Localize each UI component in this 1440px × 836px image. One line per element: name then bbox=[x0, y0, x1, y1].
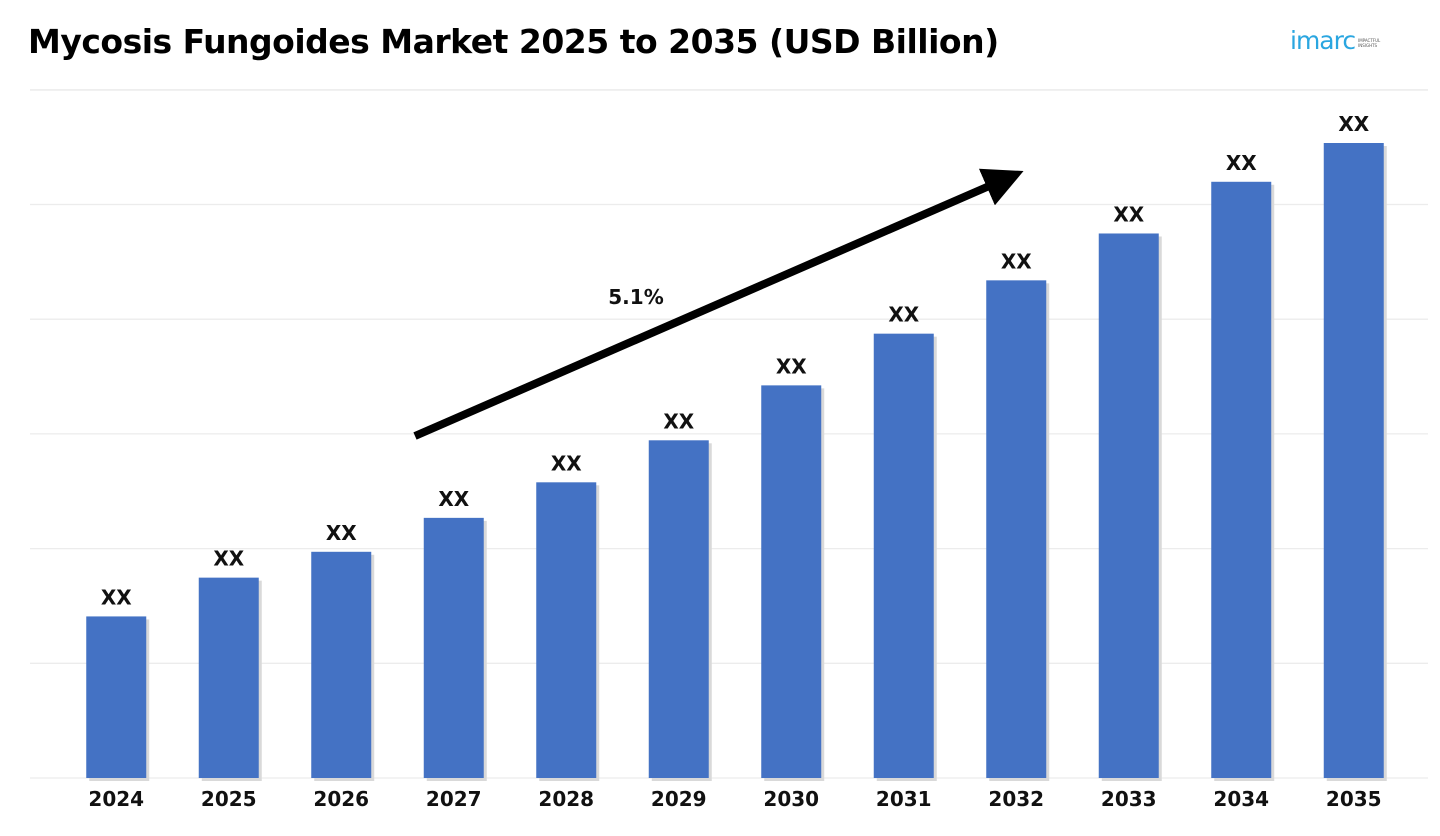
bar-2035 bbox=[1323, 143, 1384, 778]
bar-2027 bbox=[423, 517, 484, 778]
bar-2029 bbox=[648, 440, 709, 778]
value-label-2024: XX bbox=[101, 585, 132, 609]
value-labels: XX XX XX XX XX XX XX XX XX XX XX XX bbox=[101, 112, 1370, 609]
bar-2030 bbox=[761, 385, 822, 778]
value-label-2028: XX bbox=[551, 451, 582, 475]
x-tick-2025: 2025 bbox=[201, 787, 257, 811]
bar-2028 bbox=[536, 482, 597, 778]
bar-2031 bbox=[873, 333, 934, 778]
gridlines bbox=[30, 89, 1428, 779]
x-tick-2034: 2034 bbox=[1213, 787, 1269, 811]
bar-2024 bbox=[86, 616, 147, 778]
imarc-logo: imarc IMPACTFUL INSIGHTS bbox=[1290, 28, 1386, 53]
value-label-2031: XX bbox=[888, 303, 919, 327]
x-tick-2028: 2028 bbox=[538, 787, 594, 811]
value-label-2025: XX bbox=[213, 547, 244, 571]
x-tick-2027: 2027 bbox=[426, 787, 482, 811]
bar-2026 bbox=[311, 551, 372, 778]
value-label-2027: XX bbox=[438, 487, 469, 511]
x-tick-2032: 2032 bbox=[988, 787, 1044, 811]
x-tick-2030: 2030 bbox=[763, 787, 819, 811]
bar-2025 bbox=[198, 577, 259, 778]
trend-arrow bbox=[413, 168, 1024, 440]
value-label-2032: XX bbox=[1001, 249, 1032, 273]
value-label-2026: XX bbox=[326, 521, 357, 545]
x-tick-2033: 2033 bbox=[1101, 787, 1157, 811]
x-tick-2024: 2024 bbox=[88, 787, 144, 811]
logo-tagline: IMPACTFUL INSIGHTS bbox=[1358, 38, 1381, 48]
value-label-2029: XX bbox=[663, 409, 694, 433]
bars bbox=[86, 143, 1387, 781]
x-tick-labels: 2024 2025 2026 2027 2028 2029 2030 2031 2032 2033… bbox=[88, 787, 1381, 811]
value-label-2033: XX bbox=[1113, 202, 1144, 226]
value-label-2035: XX bbox=[1338, 112, 1369, 136]
x-tick-2035: 2035 bbox=[1326, 787, 1382, 811]
bar-2033 bbox=[1098, 233, 1159, 778]
value-label-2034: XX bbox=[1226, 151, 1257, 175]
bar-2034 bbox=[1211, 181, 1272, 778]
value-label-2030: XX bbox=[776, 354, 807, 378]
cagr-annotation: 5.1% bbox=[608, 285, 663, 309]
bar-2032 bbox=[986, 280, 1047, 778]
x-tick-2026: 2026 bbox=[313, 787, 369, 811]
x-tick-2029: 2029 bbox=[651, 787, 707, 811]
logo-wordmark: imarc bbox=[1290, 26, 1356, 55]
chart-title: Mycosis Fungoides Market 2025 to 2035 (U… bbox=[28, 22, 999, 61]
x-tick-2031: 2031 bbox=[876, 787, 932, 811]
